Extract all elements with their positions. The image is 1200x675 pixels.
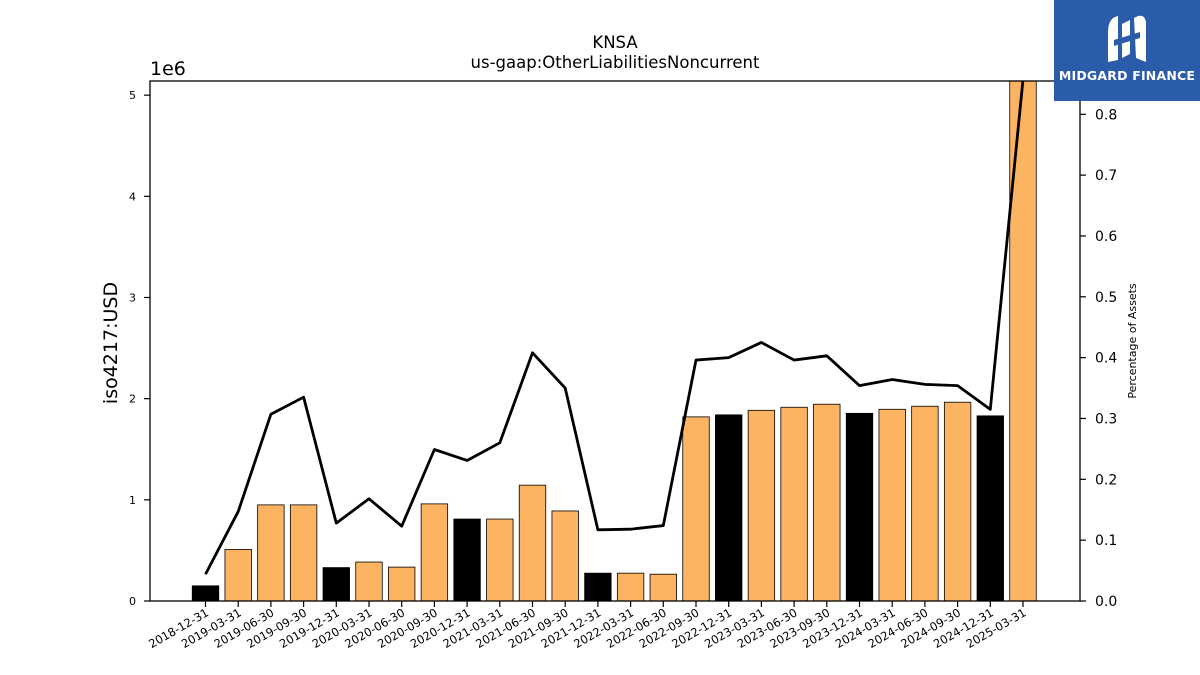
y-axis-label: iso4217:USD bbox=[100, 282, 122, 404]
y-tick-label: 3 bbox=[129, 291, 136, 304]
bar-2020-03-31 bbox=[355, 561, 383, 602]
bar-2018-12-31 bbox=[191, 585, 220, 602]
plot-frame bbox=[149, 80, 1081, 602]
y2-axis-ticks: 0.0 0.1 0.2 0.3 0.4 0.5 0.6 0.7 0.8 bbox=[1080, 107, 1117, 610]
y-tick-label: 1 bbox=[129, 494, 136, 507]
x-axis-ticks: 2018-12-312019-03-312019-06-302019-09-30… bbox=[146, 601, 1029, 651]
logo: MIDGARD FINANCE bbox=[1054, 0, 1200, 101]
bar-2021-03-31 bbox=[486, 518, 514, 602]
midgard-logo-icon bbox=[1108, 15, 1146, 62]
bar-2024-06-30 bbox=[911, 405, 939, 602]
bar-2019-12-31 bbox=[322, 567, 350, 602]
y2-tick-label: 0.3 bbox=[1095, 411, 1117, 427]
bar-2020-06-30 bbox=[388, 566, 416, 602]
y2-tick-label: 0.1 bbox=[1095, 533, 1117, 549]
y2-tick-label: 0.0 bbox=[1095, 594, 1117, 610]
percentage-of-assets-line bbox=[204, 81, 1025, 575]
y-tick-label: 4 bbox=[129, 190, 136, 203]
y-offset-label: 1e6 bbox=[150, 58, 186, 80]
bar-2022-09-30 bbox=[682, 416, 710, 602]
bar-2019-06-30 bbox=[257, 504, 285, 602]
bar-2023-09-30 bbox=[813, 403, 841, 602]
y2-axis-label: Percentage of Assets bbox=[1126, 283, 1139, 399]
y-tick-label: 2 bbox=[129, 393, 136, 406]
y2-tick-label: 0.7 bbox=[1095, 168, 1117, 184]
bar-2023-12-31 bbox=[845, 412, 874, 602]
bar-2020-12-31 bbox=[453, 518, 481, 602]
chart-title: KNSA bbox=[592, 33, 638, 52]
y2-tick-label: 0.5 bbox=[1095, 290, 1117, 306]
bar-2023-06-30 bbox=[780, 406, 808, 602]
y2-tick-label: 0.8 bbox=[1095, 107, 1117, 123]
bar-2022-06-30 bbox=[649, 573, 677, 602]
y-tick-label: 5 bbox=[129, 89, 136, 102]
bar-2019-09-30 bbox=[289, 504, 318, 602]
y2-tick-label: 0.2 bbox=[1095, 472, 1117, 488]
bar-2021-12-31 bbox=[584, 572, 612, 602]
bar-series bbox=[191, 80, 1037, 602]
y-tick-label: 0 bbox=[129, 595, 136, 608]
y2-tick-label: 0.6 bbox=[1095, 229, 1117, 245]
bar-2020-09-30 bbox=[420, 503, 449, 602]
bar-2024-12-31 bbox=[976, 415, 1004, 602]
logo-text: MIDGARD FINANCE bbox=[1058, 68, 1196, 83]
y-axis-ticks: 0 1 2 3 4 5 bbox=[129, 89, 150, 608]
bar-2024-03-31 bbox=[878, 408, 906, 602]
chart-subtitle: us-gaap:OtherLiabilitiesNoncurrent bbox=[471, 53, 760, 72]
bar-2019-03-31 bbox=[224, 549, 252, 602]
bar-2022-03-31 bbox=[616, 572, 645, 602]
bar-2022-12-31 bbox=[715, 414, 743, 602]
bar-2023-03-31 bbox=[747, 409, 776, 602]
line-series bbox=[204, 81, 1025, 575]
bar-2024-09-30 bbox=[943, 401, 972, 602]
y2-tick-label: 0.4 bbox=[1095, 351, 1117, 367]
bar-2021-06-30 bbox=[518, 484, 547, 602]
bar-2021-09-30 bbox=[551, 510, 579, 602]
